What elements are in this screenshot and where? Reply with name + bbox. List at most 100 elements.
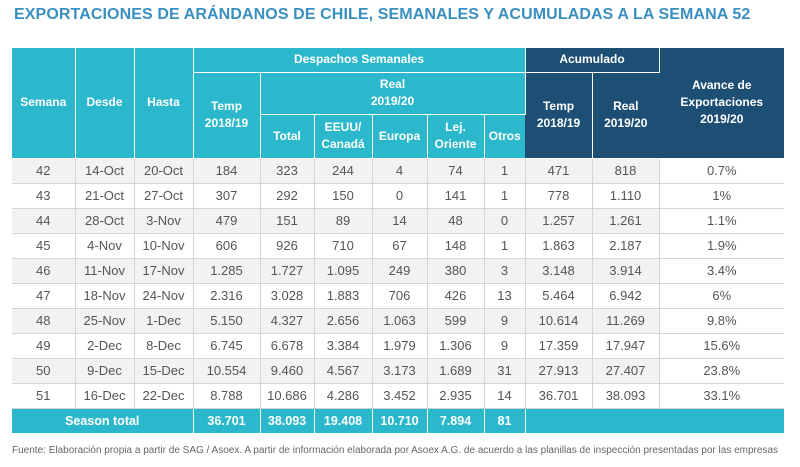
col-header-avance: Avance de Exportaciones 2019/20	[659, 48, 785, 159]
cell-lej: 599	[427, 308, 485, 334]
season-total-otros: 81	[484, 408, 526, 433]
cell-acc-real: 1.261	[592, 208, 660, 234]
cell-hasta: 24-Nov	[134, 283, 194, 309]
cell-temp: 2.316	[193, 283, 261, 309]
cell-acc-temp: 10.614	[525, 308, 593, 334]
cell-eeuu: 2.656	[314, 308, 373, 334]
cell-temp: 606	[193, 233, 261, 259]
cell-hasta: 22-Dec	[134, 383, 194, 409]
cell-desde: 9-Dec	[75, 358, 135, 384]
lej-line-2: Oriente	[434, 137, 477, 151]
cell-otros: 13	[484, 283, 526, 309]
cell-europa: 0	[372, 183, 428, 209]
cell-hasta: 17-Nov	[134, 258, 194, 284]
cell-eeuu: 1.883	[314, 283, 373, 309]
cell-temp: 1.285	[193, 258, 261, 284]
col-header-semana: Semana	[12, 48, 76, 159]
cell-lej: 141	[427, 183, 485, 209]
cell-avance: 0.7%	[659, 158, 785, 184]
cell-europa: 706	[372, 283, 428, 309]
cell-desde: 2-Dec	[75, 333, 135, 359]
avance-line-3: 2019/20	[700, 112, 744, 127]
cell-otros: 1	[484, 233, 526, 259]
cell-avance: 1%	[659, 183, 785, 209]
cell-avance: 23.8%	[659, 358, 785, 384]
col-header-total: Total	[260, 114, 315, 159]
cell-acc-temp: 3.148	[525, 258, 593, 284]
avance-line-1: Avance de	[691, 78, 752, 93]
cell-avance: 1.9%	[659, 233, 785, 259]
cell-hasta: 8-Dec	[134, 333, 194, 359]
cell-semana: 46	[12, 258, 76, 284]
cell-semana: 47	[12, 283, 76, 309]
cell-avance: 9.8%	[659, 308, 785, 334]
col-header-temp: Temp 2018/19	[193, 72, 261, 159]
table-row: 48 25-Nov 1-Dec 5.150 4.327 2.656 1.063 599 9 10.…	[12, 308, 785, 334]
season-total-temp: 36.701	[193, 408, 261, 433]
cell-temp: 184	[193, 158, 261, 184]
cell-total: 926	[260, 233, 315, 259]
cell-total: 292	[260, 183, 315, 209]
season-total-total: 38.093	[260, 408, 315, 433]
cell-acc-temp: 36.701	[525, 383, 593, 409]
acc-real-line-1: Real	[613, 99, 639, 113]
col-header-acc-temp: Temp 2018/19	[525, 72, 593, 159]
cell-acc-real: 38.093	[592, 383, 660, 409]
cell-lej: 74	[427, 158, 485, 184]
temp-line-1: Temp	[210, 99, 243, 113]
cell-total: 323	[260, 158, 315, 184]
col-header-europa: Europa	[372, 114, 428, 159]
cell-europa: 14	[372, 208, 428, 234]
cell-total: 151	[260, 208, 315, 234]
table-row: 43 21-Oct 27-Oct 307 292 150 0 141 1 778 1.110 1%	[12, 183, 785, 209]
cell-total: 9.460	[260, 358, 315, 384]
cell-acc-temp: 471	[525, 158, 593, 184]
cell-total: 10.686	[260, 383, 315, 409]
cell-desde: 11-Nov	[75, 258, 135, 284]
table-row: 49 2-Dec 8-Dec 6.745 6.678 3.384 1.979 1.306 9 17…	[12, 333, 785, 359]
cell-europa: 249	[372, 258, 428, 284]
cell-temp: 10.554	[193, 358, 261, 384]
cell-temp: 479	[193, 208, 261, 234]
cell-acc-temp: 17.359	[525, 333, 593, 359]
cell-lej: 148	[427, 233, 485, 259]
acc-temp-line-1: Temp	[542, 99, 575, 113]
cell-otros: 0	[484, 208, 526, 234]
cell-eeuu: 4.286	[314, 383, 373, 409]
cell-acc-temp: 1.863	[525, 233, 593, 259]
cell-otros: 1	[484, 183, 526, 209]
cell-hasta: 3-Nov	[134, 208, 194, 234]
cell-semana: 43	[12, 183, 76, 209]
cell-acc-real: 6.942	[592, 283, 660, 309]
cell-europa: 4	[372, 158, 428, 184]
cell-total: 1.727	[260, 258, 315, 284]
acc-real-line-2: 2019/20	[604, 116, 648, 130]
cell-eeuu: 244	[314, 158, 373, 184]
cell-avance: 33.1%	[659, 383, 785, 409]
cell-lej: 48	[427, 208, 485, 234]
cell-semana: 44	[12, 208, 76, 234]
cell-otros: 3	[484, 258, 526, 284]
table-row: 47 18-Nov 24-Nov 2.316 3.028 1.883 706 426 13 5.4…	[12, 283, 785, 309]
cell-otros: 9	[484, 333, 526, 359]
cell-otros: 1	[484, 158, 526, 184]
real-line-2: 2019/20	[370, 94, 415, 108]
cell-acc-temp: 5.464	[525, 283, 593, 309]
page-title: EXPORTACIONES DE ARÁNDANOS DE CHILE, SEM…	[14, 6, 751, 23]
cell-acc-real: 11.269	[592, 308, 660, 334]
avance-line-2: Exportaciones	[680, 95, 764, 110]
cell-europa: 3.173	[372, 358, 428, 384]
season-total-label: Season total	[12, 408, 194, 433]
eeuu-line-1: EEUU/	[324, 120, 362, 134]
cell-semana: 51	[12, 383, 76, 409]
exports-table-container: Semana Desde Hasta Despachos Semanales A…	[12, 48, 785, 433]
footnote: Fuente: Elaboración propia a partir de S…	[12, 445, 779, 456]
table-row: 51 16-Dec 22-Dec 8.788 10.686 4.286 3.452 2.935…	[12, 383, 785, 409]
exports-table: Semana Desde Hasta Despachos Semanales A…	[12, 48, 785, 433]
group-header-real: Real 2019/20	[260, 72, 526, 115]
col-header-hasta: Hasta	[134, 48, 194, 159]
season-total-europa: 10.710	[372, 408, 428, 433]
cell-avance: 6%	[659, 283, 785, 309]
cell-acc-real: 2.187	[592, 233, 660, 259]
cell-avance: 3.4%	[659, 258, 785, 284]
